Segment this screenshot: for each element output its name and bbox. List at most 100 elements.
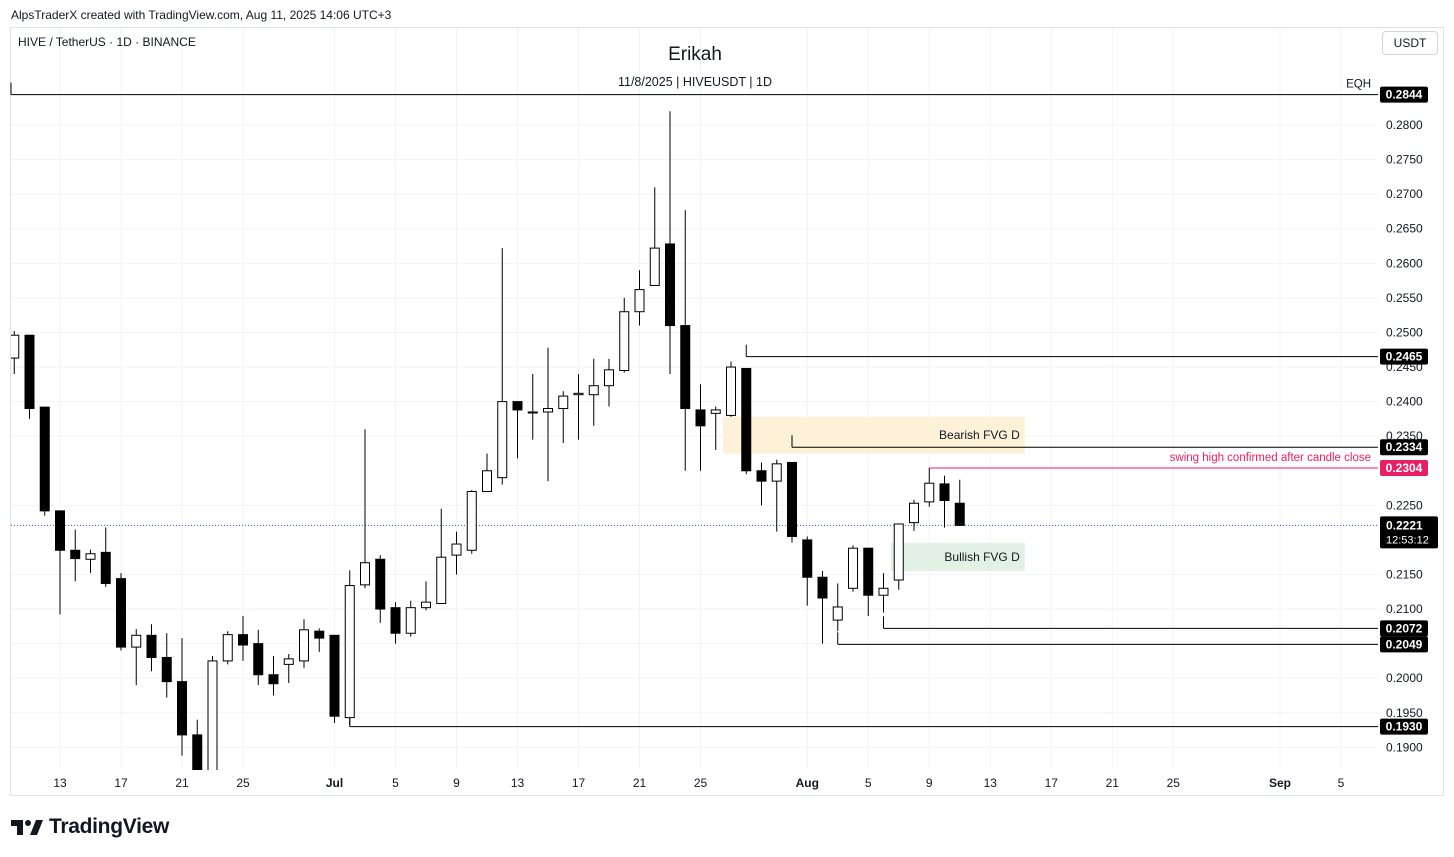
price-tick-label: 0.2500	[1386, 325, 1423, 339]
currency-button[interactable]: USDT	[1382, 31, 1438, 55]
price-tick-label: 0.2400	[1386, 395, 1423, 409]
time-tick-label: 9	[926, 776, 933, 790]
candle-body	[832, 606, 843, 621]
candle-body	[771, 463, 782, 482]
fvg-zone-label: Bearish FVG D	[939, 428, 1020, 442]
price-tag	[1380, 86, 1428, 103]
candle-body	[543, 408, 553, 413]
candle-body	[588, 385, 599, 396]
candle-body	[146, 634, 157, 658]
candle-body	[85, 553, 96, 560]
time-tick-label: 17	[1045, 776, 1059, 790]
time-tick-label: 5	[392, 776, 399, 790]
time-tick-label: 13	[511, 776, 525, 790]
candle-body	[497, 401, 508, 479]
price-tick-label: 0.2800	[1386, 118, 1423, 132]
candle-body	[451, 543, 462, 556]
candle-body	[787, 461, 797, 537]
price-tick-label: 0.2250	[1386, 498, 1423, 512]
price-tag	[1380, 459, 1428, 476]
time-tick-label: 17	[572, 776, 586, 790]
candle-body	[863, 547, 874, 596]
time-tick-label: 13	[984, 776, 998, 790]
price-tick-label: 0.2000	[1386, 671, 1423, 685]
price-tag	[1380, 718, 1428, 735]
candle-body	[802, 539, 813, 578]
fvg-zone-label: Bullish FVG D	[944, 550, 1020, 564]
candle-body	[375, 558, 386, 610]
candle-body	[344, 585, 355, 719]
candle-body	[695, 409, 706, 427]
candle-body	[436, 556, 447, 605]
time-tick-label: 25	[1167, 776, 1181, 790]
price-tag-label: 0.2465	[1386, 350, 1423, 364]
level-note: swing high confirmed after candle close	[1170, 452, 1371, 464]
price-tick-label: 0.1900	[1386, 740, 1423, 754]
time-tick-label: 25	[236, 776, 250, 790]
price-tick-label: 0.2100	[1386, 602, 1423, 616]
candle-body	[466, 491, 477, 551]
candle-body	[329, 634, 340, 717]
chart-subtitle: 11/8/2025 | HIVEUSDT | 1D	[617, 75, 773, 89]
candle-body	[207, 660, 218, 770]
candle-body	[24, 334, 35, 410]
countdown-label: 12:53:12	[1386, 534, 1429, 546]
price-tag-label: 0.2049	[1386, 637, 1423, 651]
candle-body	[421, 601, 431, 609]
price-tag	[1380, 348, 1428, 365]
tradingview-logo[interactable]: TradingView	[11, 815, 169, 839]
candle-body	[482, 470, 492, 493]
candle-body	[680, 325, 691, 410]
candle-body	[161, 656, 172, 683]
time-tick-label: 5	[1338, 776, 1345, 790]
candle-body	[527, 411, 538, 414]
candle-body	[192, 734, 203, 770]
candle-body	[848, 547, 858, 589]
candle-body	[634, 289, 645, 313]
current-price-tag	[1380, 516, 1438, 549]
candle-body	[222, 634, 233, 662]
price-tag-label: 0.2304	[1386, 461, 1423, 475]
time-tick-label: 21	[633, 776, 647, 790]
candle-body	[512, 401, 523, 411]
candle-body	[710, 409, 721, 414]
price-tick-label: 0.1950	[1386, 706, 1423, 720]
symbol-info[interactable]: HIVE / TetherUS · 1D · BINANCE	[18, 35, 196, 49]
candle-body	[299, 629, 309, 662]
candle-body	[954, 502, 965, 526]
candle-body	[649, 247, 660, 286]
candle-body	[253, 643, 264, 676]
time-tick-label: 5	[865, 776, 872, 790]
time-tick-label: Sep	[1269, 776, 1291, 790]
candle-body	[909, 502, 919, 524]
price-tag-label: 0.2334	[1386, 440, 1423, 454]
time-tick-label: 9	[453, 776, 460, 790]
price-tag	[1380, 636, 1428, 653]
time-tick-label: 25	[694, 776, 708, 790]
time-tick-label: Jul	[326, 776, 343, 790]
candle-body	[11, 334, 20, 359]
price-tag-label: 0.2844	[1386, 88, 1423, 102]
candle-body	[360, 562, 370, 586]
candle-body	[741, 367, 752, 472]
candle-body	[116, 578, 126, 648]
time-tick-label: 21	[175, 776, 189, 790]
candle-body	[131, 634, 142, 648]
current-price-label: 0.2221	[1386, 518, 1423, 532]
candle-body	[665, 243, 675, 327]
candle-body	[283, 658, 294, 665]
price-tick-label: 0.2550	[1386, 291, 1423, 305]
price-tag	[1380, 620, 1428, 637]
price-tick-label: 0.2650	[1386, 222, 1423, 236]
candle-body	[268, 674, 279, 685]
candle-body	[756, 470, 767, 482]
chart-credit: AlpsTraderX created with TradingView.com…	[11, 8, 392, 22]
candle-body	[619, 311, 630, 371]
candle-body	[924, 482, 935, 503]
level-name: EQH	[1346, 79, 1371, 91]
candle-body	[390, 607, 401, 634]
price-tick-label: 0.2700	[1386, 187, 1423, 201]
time-tick-label: 13	[53, 776, 67, 790]
price-tick-label: 0.2600	[1386, 256, 1423, 270]
